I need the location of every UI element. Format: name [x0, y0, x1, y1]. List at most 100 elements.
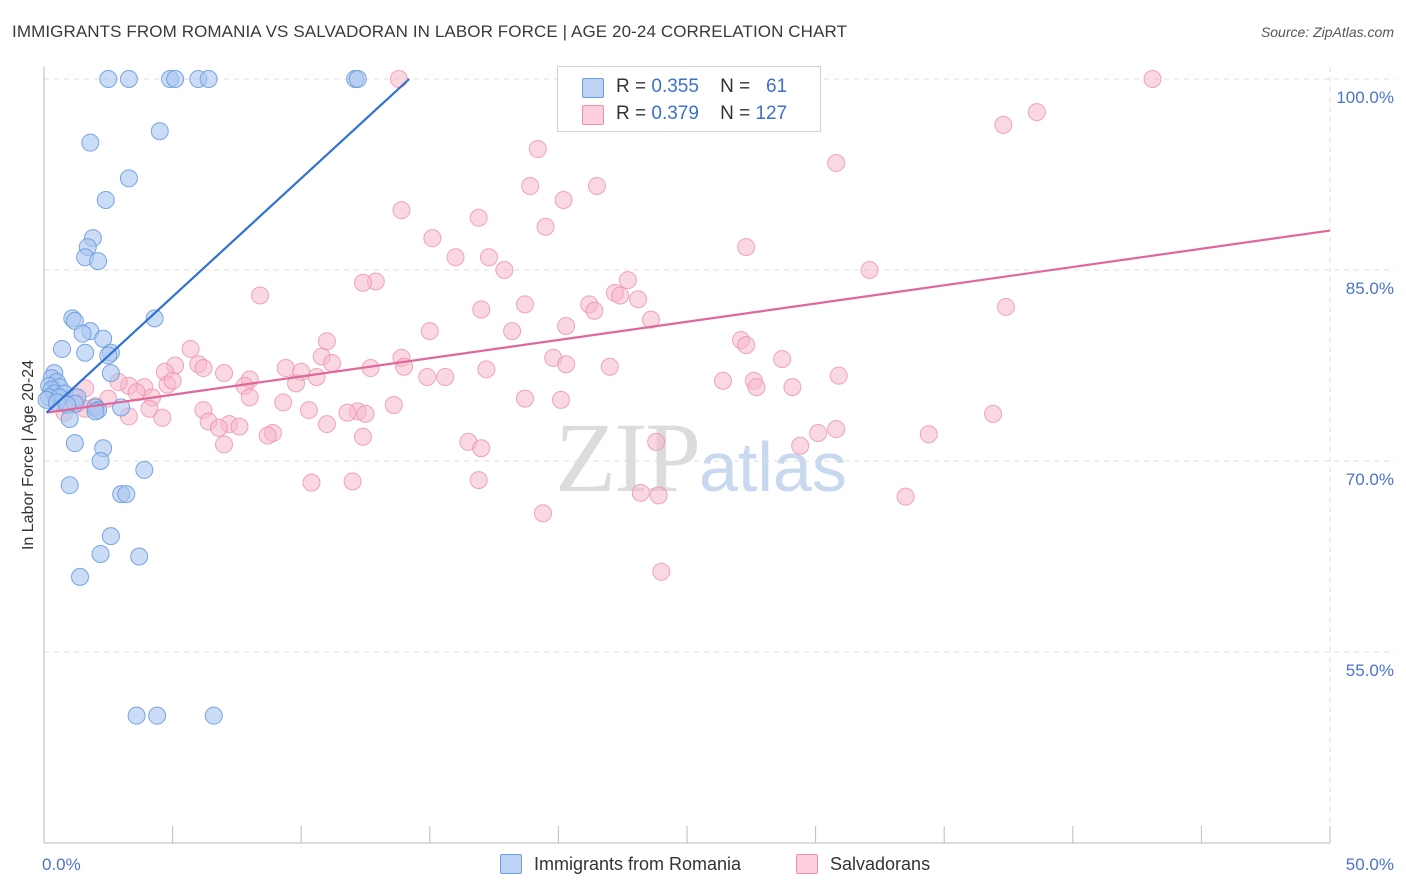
- chart-title: IMMIGRANTS FROM ROMANIA VS SALVADORAN IN…: [12, 22, 848, 41]
- data-point-salvadorans: [585, 301, 604, 320]
- data-point-romania: [166, 70, 185, 88]
- stats-n-value: 127: [755, 103, 788, 124]
- data-point-salvadorans: [827, 420, 846, 439]
- data-point-salvadorans: [307, 367, 326, 386]
- y-tick-label: 100.0%: [1336, 88, 1394, 107]
- data-point-salvadorans: [737, 336, 756, 355]
- data-point-salvadorans: [338, 403, 357, 422]
- data-point-romania: [65, 434, 84, 453]
- data-point-salvadorans: [896, 487, 915, 506]
- data-point-salvadorans: [274, 393, 293, 412]
- data-point-salvadorans: [356, 404, 375, 423]
- data-point-romania: [91, 544, 110, 563]
- stats-r-label: R =: [616, 76, 647, 97]
- data-point-salvadorans: [469, 471, 488, 490]
- data-point-salvadorans: [302, 473, 321, 492]
- data-point-romania: [94, 329, 113, 348]
- data-point-salvadorans: [472, 439, 491, 458]
- data-point-salvadorans: [611, 286, 630, 305]
- data-point-romania: [119, 169, 138, 188]
- data-point-romania: [127, 706, 146, 725]
- data-point-salvadorans: [389, 70, 408, 88]
- data-point-salvadorans: [629, 290, 648, 309]
- trendlines: [45, 78, 1331, 414]
- data-point-romania: [101, 364, 120, 383]
- data-point-romania: [89, 252, 108, 271]
- data-point-salvadorans: [276, 359, 295, 378]
- data-point-salvadorans: [384, 395, 403, 414]
- data-point-salvadorans: [714, 371, 733, 390]
- data-point-salvadorans: [533, 504, 552, 523]
- data-point-romania: [199, 70, 218, 88]
- data-point-salvadorans: [479, 248, 498, 267]
- data-point-romania: [96, 190, 115, 209]
- data-point-salvadorans: [251, 286, 270, 305]
- data-point-salvadorans: [747, 378, 766, 397]
- data-point-romania: [348, 70, 367, 88]
- data-point-salvadorans: [791, 436, 810, 455]
- x-tick-label: 50.0%: [1346, 855, 1394, 874]
- data-point-salvadorans: [181, 339, 200, 358]
- stats-n-label: N =: [720, 103, 751, 124]
- series-salvadorans: [47, 70, 1162, 581]
- data-point-romania: [60, 476, 79, 495]
- stats-box: R = 0.355 N = 61 R = 0.379 N = 127: [557, 66, 821, 132]
- data-point-salvadorans: [737, 238, 756, 257]
- data-point-salvadorans: [230, 417, 249, 436]
- data-point-romania: [148, 706, 167, 725]
- data-point-salvadorans: [528, 140, 547, 159]
- data-point-romania: [73, 324, 92, 343]
- data-point-salvadorans: [153, 408, 172, 427]
- data-point-salvadorans: [587, 176, 606, 195]
- series-romania: [37, 70, 367, 725]
- stats-swatch-romania: [582, 78, 604, 98]
- data-point-salvadorans: [919, 425, 938, 444]
- data-point-salvadorans: [392, 201, 411, 220]
- data-point-salvadorans: [554, 190, 573, 209]
- data-point-salvadorans: [551, 390, 570, 409]
- data-point-salvadorans: [472, 300, 491, 319]
- data-point-salvadorans: [343, 472, 362, 491]
- data-point-romania: [150, 122, 169, 141]
- data-point-salvadorans: [618, 271, 637, 290]
- data-point-romania: [119, 70, 138, 88]
- axes: [43, 67, 1331, 844]
- data-point-romania: [53, 339, 72, 358]
- data-point-salvadorans: [353, 273, 372, 292]
- data-point-salvadorans: [323, 353, 342, 372]
- data-point-salvadorans: [1027, 103, 1046, 122]
- watermark-zip: ZIP: [555, 402, 701, 513]
- data-point-salvadorans: [423, 229, 442, 248]
- legend-label-romania: Immigrants from Romania: [534, 854, 742, 874]
- data-point-salvadorans: [299, 401, 318, 420]
- data-point-romania: [71, 567, 90, 586]
- data-point-romania: [81, 133, 100, 152]
- data-point-salvadorans: [209, 418, 228, 437]
- data-point-salvadorans: [240, 388, 259, 407]
- data-point-salvadorans: [1143, 70, 1162, 88]
- stats-swatch-salvadorans: [582, 105, 604, 125]
- y-tick-label: 70.0%: [1346, 470, 1394, 489]
- data-point-salvadorans: [809, 423, 828, 442]
- legend-swatch-romania: [500, 854, 522, 874]
- y-tick-label: 55.0%: [1346, 661, 1394, 680]
- data-point-salvadorans: [652, 562, 671, 581]
- grid-lines: [44, 67, 1395, 843]
- data-point-salvadorans: [647, 432, 666, 451]
- data-point-salvadorans: [353, 427, 372, 446]
- data-point-salvadorans: [557, 355, 576, 374]
- data-point-salvadorans: [649, 486, 668, 505]
- data-point-romania: [101, 527, 120, 546]
- data-point-salvadorans: [783, 378, 802, 397]
- data-point-salvadorans: [163, 371, 182, 390]
- data-point-salvadorans: [194, 359, 213, 378]
- data-point-romania: [135, 460, 154, 479]
- y-tick-label: 85.0%: [1346, 279, 1394, 298]
- trendline-romania: [45, 78, 410, 414]
- data-point-salvadorans: [641, 310, 660, 329]
- data-point-salvadorans: [600, 357, 619, 376]
- data-point-salvadorans: [996, 297, 1015, 316]
- data-point-salvadorans: [287, 374, 306, 393]
- data-point-salvadorans: [436, 367, 455, 386]
